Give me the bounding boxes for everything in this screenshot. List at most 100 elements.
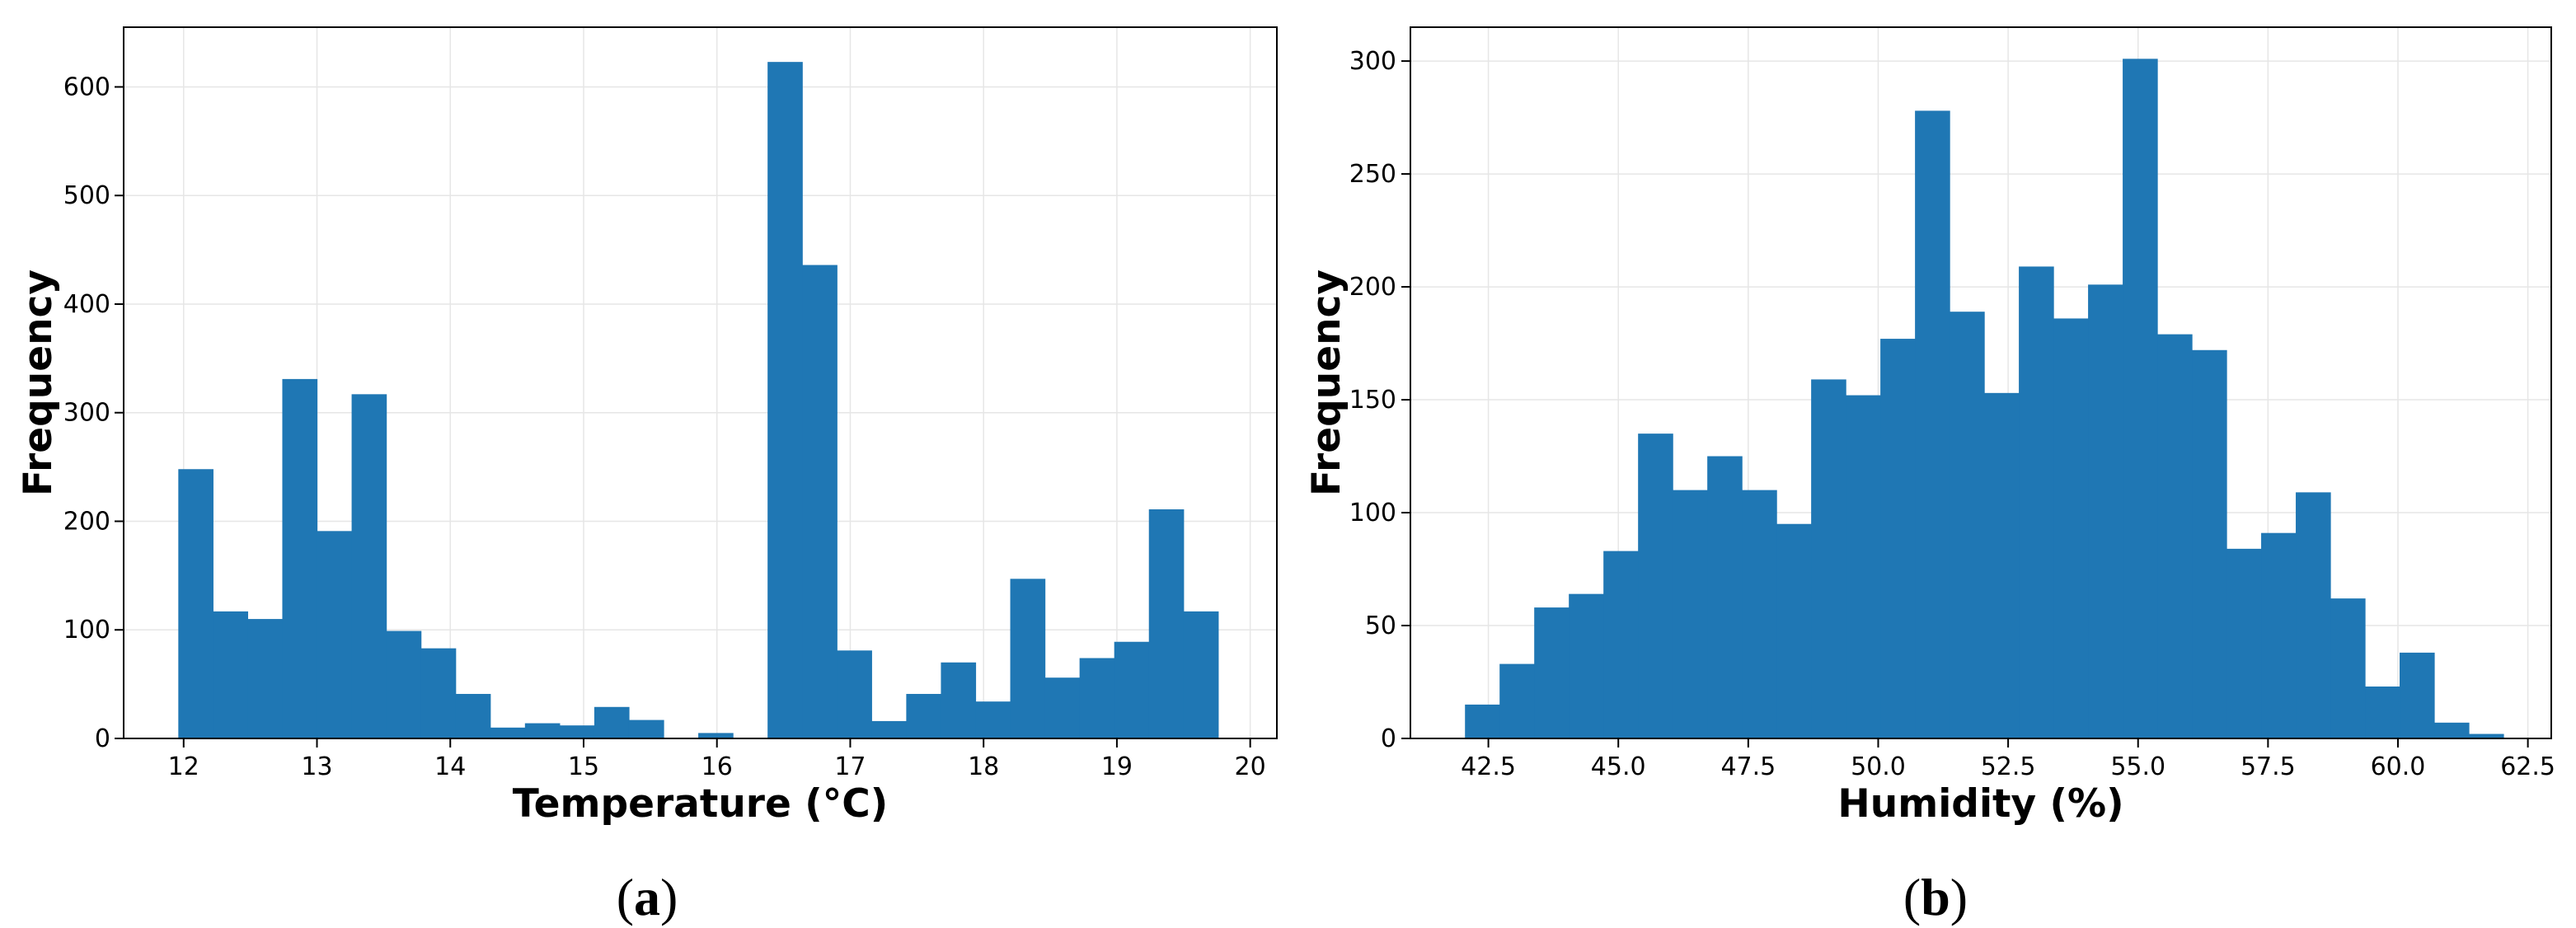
temp-histogram-bar bbox=[767, 62, 803, 738]
temp-histogram-bar bbox=[1079, 658, 1115, 738]
humidity-histogram-bar bbox=[2123, 59, 2158, 739]
temp-histogram-bar bbox=[628, 719, 664, 738]
humidity-x-axis-title: Humidity (%) bbox=[1837, 781, 2123, 827]
temp-histogram-bar bbox=[871, 720, 907, 738]
humidity-histogram-bar bbox=[2088, 284, 2123, 738]
humidity-y-axis: 0 50 100 150 200 250 300 bbox=[1349, 47, 1410, 753]
temp-y-tick-label: 500 bbox=[63, 181, 110, 210]
temp-y-axis-title: Frequency bbox=[16, 269, 61, 496]
temp-y-tick-label: 0 bbox=[95, 724, 110, 753]
temp-x-tick-label: 19 bbox=[1101, 752, 1133, 781]
humidity-histogram-bar bbox=[1638, 434, 1673, 738]
temp-y-tick-label: 300 bbox=[63, 399, 110, 428]
temp-x-tick-label: 16 bbox=[701, 752, 733, 781]
humidity-bars bbox=[1465, 59, 2504, 739]
temp-histogram-bar bbox=[837, 650, 872, 738]
temp-y-axis: 0 100 200 300 400 500 600 bbox=[63, 73, 124, 753]
temp-histogram-bar bbox=[1114, 641, 1150, 738]
humidity-histogram-bar bbox=[2330, 598, 2366, 738]
humidity-y-axis-title: Frequency bbox=[1304, 269, 1349, 496]
temp-x-tick-label: 17 bbox=[834, 752, 866, 781]
temp-histogram-bar bbox=[524, 723, 561, 738]
temp-y-tick-label: 200 bbox=[63, 507, 110, 536]
humidity-histogram-bar bbox=[2468, 733, 2504, 738]
temp-histogram-bar bbox=[1044, 677, 1081, 738]
temp-x-tick-label: 14 bbox=[434, 752, 466, 781]
temp-histogram-bar bbox=[594, 706, 630, 738]
humidity-histogram-bar bbox=[1846, 395, 1881, 738]
humidity-histogram-bar bbox=[1603, 551, 1639, 738]
temp-histogram-bar bbox=[247, 619, 284, 738]
temp-histogram-bar bbox=[941, 662, 977, 738]
humidity-histogram-bar bbox=[2192, 349, 2227, 738]
humidity-y-tick-label: 0 bbox=[1381, 724, 1396, 753]
temp-bars bbox=[178, 62, 1219, 738]
histogram-temperature: 12 13 14 15 16 17 18 19 200100200300400500600Tem… bbox=[16, 26, 1278, 827]
temp-x-axis: 12 13 14 15 16 17 18 19 20 bbox=[168, 738, 1266, 781]
humidity-histogram-bar bbox=[2157, 334, 2193, 738]
temp-histogram-bar bbox=[559, 725, 595, 738]
temp-x-tick-label: 15 bbox=[568, 752, 599, 781]
humidity-y-tick-label: 150 bbox=[1349, 386, 1396, 415]
temp-histogram-bar bbox=[282, 378, 318, 738]
temp-histogram-bar bbox=[317, 531, 353, 738]
humidity-y-tick-label: 250 bbox=[1349, 160, 1396, 189]
humidity-x-tick-label: 60.0 bbox=[2371, 752, 2426, 781]
humidity-histogram-bar bbox=[1984, 392, 2020, 738]
humidity-y-tick-label: 100 bbox=[1349, 499, 1396, 527]
temp-plot-frame bbox=[123, 26, 1278, 739]
humidity-x-tick-label: 52.5 bbox=[1981, 752, 2036, 781]
temp-histogram-bar bbox=[1148, 509, 1185, 738]
temp-histogram-bar bbox=[455, 693, 491, 738]
humidity-y-tick-label: 300 bbox=[1349, 47, 1396, 76]
temp-x-axis-title: Temperature (°C) bbox=[513, 781, 888, 827]
temp-x-tick-label: 18 bbox=[968, 752, 999, 781]
humidity-histogram-bar bbox=[1742, 490, 1777, 738]
temp-histogram-bar bbox=[1183, 611, 1219, 738]
humidity-histogram-bar bbox=[1950, 312, 1985, 738]
temp-histogram-bar bbox=[213, 611, 249, 738]
humidity-x-axis: 42.5 45.0 47.5 50.0 52.5 55.0 57.5 60.0 62.5 bbox=[1461, 738, 2555, 781]
temp-histogram-bar bbox=[802, 265, 838, 738]
histogram-humidity: 42.5 45.0 47.5 50.0 52.5 55.0 57.5 60.0 62.5 0 50 1… bbox=[1304, 26, 2555, 827]
humidity-histogram-bar bbox=[1465, 704, 1500, 738]
temp-histogram-bar bbox=[1010, 579, 1046, 738]
panel-b-caption-letter: b bbox=[1921, 868, 1950, 926]
humidity-x-tick-label: 55.0 bbox=[2110, 752, 2165, 781]
humidity-y-tick-label: 200 bbox=[1349, 273, 1396, 302]
humidity-histogram-bar bbox=[1880, 339, 1916, 738]
humidity-histogram-bar bbox=[2296, 492, 2331, 738]
temp-histogram-bar bbox=[351, 394, 387, 738]
humidity-x-tick-label: 62.5 bbox=[2500, 752, 2555, 781]
humidity-y-tick-label: 50 bbox=[1365, 612, 1396, 640]
temp-x-tick-label: 13 bbox=[301, 752, 332, 781]
humidity-histogram-bar bbox=[2019, 266, 2054, 738]
humidity-x-tick-label: 42.5 bbox=[1461, 752, 1516, 781]
humidity-histogram-bar bbox=[1534, 607, 1570, 738]
humidity-histogram-bar bbox=[1569, 593, 1604, 738]
humidity-histogram-bar bbox=[2365, 686, 2400, 738]
humidity-plot-frame bbox=[1410, 26, 2552, 739]
humidity-histogram-bar bbox=[1915, 110, 1950, 738]
humidity-histogram-bar bbox=[1707, 456, 1743, 738]
humidity-histogram-bar bbox=[2053, 318, 2089, 738]
humidity-x-tick-label: 47.5 bbox=[1720, 752, 1776, 781]
temp-histogram-bar bbox=[386, 630, 422, 738]
temp-histogram-bar bbox=[975, 701, 1011, 738]
panel-a-caption-letter: a bbox=[634, 868, 660, 926]
temp-y-tick-label: 400 bbox=[63, 290, 110, 319]
humidity-histogram-bar bbox=[1811, 379, 1846, 738]
humidity-histogram-bar bbox=[2400, 652, 2435, 738]
humidity-x-tick-label: 45.0 bbox=[1591, 752, 1646, 781]
temp-histogram-bar bbox=[178, 469, 213, 738]
temp-histogram-bar bbox=[698, 733, 734, 738]
humidity-histogram-bar bbox=[2261, 532, 2297, 738]
panel-a-caption: (a) bbox=[617, 868, 678, 926]
humidity-histogram-bar bbox=[2434, 722, 2470, 738]
humidity-histogram-bar bbox=[1499, 663, 1535, 738]
temp-histogram-bar bbox=[490, 727, 526, 738]
humidity-histogram-bar bbox=[2226, 548, 2262, 738]
temp-y-tick-label: 600 bbox=[63, 73, 110, 101]
temp-x-tick-label: 12 bbox=[168, 752, 199, 781]
